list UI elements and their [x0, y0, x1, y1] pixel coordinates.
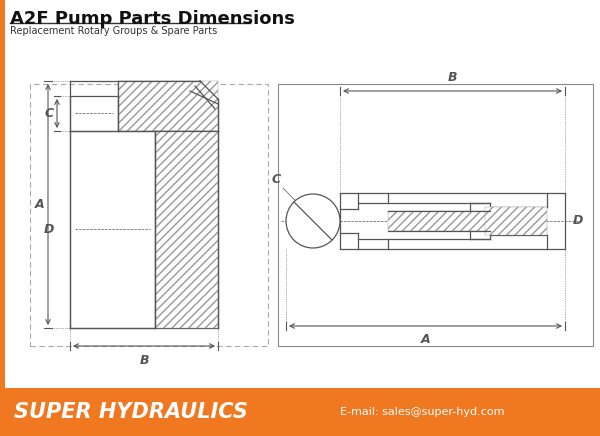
Bar	[155, 131, 218, 328]
Text: D: D	[573, 215, 583, 228]
Bar	[0, 0, 5, 436]
Bar	[118, 81, 218, 131]
Text: Replacement Rotary Groups & Spare Parts: Replacement Rotary Groups & Spare Parts	[10, 26, 217, 36]
Text: A: A	[421, 333, 430, 346]
Bar	[30, 84, 268, 346]
Text: SUPER HYDRAULICS: SUPER HYDRAULICS	[14, 402, 248, 422]
Text: E-mail: sales@super-hyd.com: E-mail: sales@super-hyd.com	[340, 407, 505, 417]
Bar	[0, 388, 600, 436]
Text: A: A	[35, 198, 45, 211]
Circle shape	[286, 194, 340, 248]
Text: B: B	[139, 354, 149, 367]
Text: C: C	[272, 173, 281, 186]
Text: B: B	[448, 71, 457, 84]
Bar	[278, 84, 593, 346]
Bar	[485, 207, 547, 235]
Text: D: D	[44, 223, 54, 236]
Text: C: C	[44, 107, 53, 120]
Bar	[388, 211, 490, 231]
Text: A2F Pump Parts Dimensions: A2F Pump Parts Dimensions	[10, 10, 295, 28]
